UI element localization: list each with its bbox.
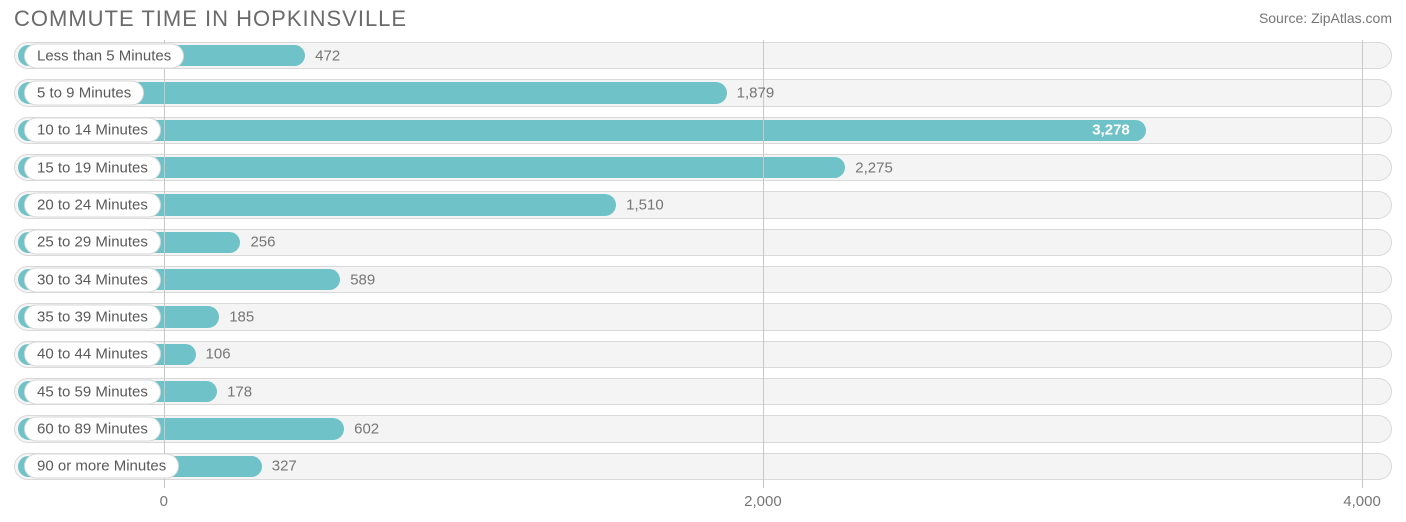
- value-label: 472: [315, 47, 340, 64]
- plot-area: Less than 5 Minutes 472 5 to 9 Minutes 1,87…: [14, 40, 1392, 482]
- bar-fill: [18, 120, 1146, 141]
- chart-source: Source: ZipAtlas.com: [1259, 10, 1392, 26]
- value-label: 256: [250, 234, 275, 251]
- value-label: 106: [206, 346, 231, 363]
- x-axis-label: 2,000: [744, 493, 782, 510]
- bar-row: 20 to 24 Minutes 1,510: [14, 189, 1392, 220]
- value-label: 3,278: [1092, 122, 1130, 139]
- value-label: 1,510: [626, 196, 664, 213]
- category-label: 25 to 29 Minutes: [24, 230, 161, 255]
- value-label: 602: [354, 420, 379, 437]
- bar-row: 45 to 59 Minutes 178: [14, 376, 1392, 407]
- grid-line: [1362, 40, 1363, 488]
- bar-row: 15 to 19 Minutes 2,275: [14, 152, 1392, 183]
- value-label: 178: [227, 383, 252, 400]
- category-label: 10 to 14 Minutes: [24, 118, 161, 143]
- chart-header: COMMUTE TIME IN HOPKINSVILLE Source: Zip…: [0, 0, 1406, 34]
- grid-line: [164, 40, 165, 488]
- category-label: 15 to 19 Minutes: [24, 155, 161, 180]
- bar-track: [14, 378, 1392, 405]
- bar-row: 35 to 39 Minutes 185: [14, 301, 1392, 332]
- value-label: 1,879: [737, 84, 775, 101]
- value-label: 2,275: [855, 159, 893, 176]
- category-label: 90 or more Minutes: [24, 454, 179, 479]
- category-label: 20 to 24 Minutes: [24, 192, 161, 217]
- category-label: 30 to 34 Minutes: [24, 267, 161, 292]
- chart-title: COMMUTE TIME IN HOPKINSVILLE: [14, 6, 407, 32]
- category-label: 40 to 44 Minutes: [24, 342, 161, 367]
- bar-row: 90 or more Minutes 327: [14, 451, 1392, 482]
- bar-row: 40 to 44 Minutes 106: [14, 339, 1392, 370]
- value-label: 327: [272, 458, 297, 475]
- category-label: 60 to 89 Minutes: [24, 416, 161, 441]
- commute-time-chart: COMMUTE TIME IN HOPKINSVILLE Source: Zip…: [0, 0, 1406, 522]
- category-label: Less than 5 Minutes: [24, 43, 184, 68]
- grid-line: [763, 40, 764, 488]
- bar-row: 30 to 34 Minutes 589: [14, 264, 1392, 295]
- x-axis-label: 0: [160, 493, 168, 510]
- bar-row: 5 to 9 Minutes 1,879: [14, 77, 1392, 108]
- bar-row: 10 to 14 Minutes 3,278: [14, 115, 1392, 146]
- bars-container: Less than 5 Minutes 472 5 to 9 Minutes 1,87…: [14, 40, 1392, 482]
- category-label: 45 to 59 Minutes: [24, 379, 161, 404]
- bar-row: 60 to 89 Minutes 602: [14, 413, 1392, 444]
- bar-row: 25 to 29 Minutes 256: [14, 227, 1392, 258]
- value-label: 589: [350, 271, 375, 288]
- value-label: 185: [229, 308, 254, 325]
- bar-track: [14, 303, 1392, 330]
- category-label: 5 to 9 Minutes: [24, 80, 144, 105]
- category-label: 35 to 39 Minutes: [24, 304, 161, 329]
- bar-row: Less than 5 Minutes 472: [14, 40, 1392, 71]
- x-axis-label: 4,000: [1343, 493, 1381, 510]
